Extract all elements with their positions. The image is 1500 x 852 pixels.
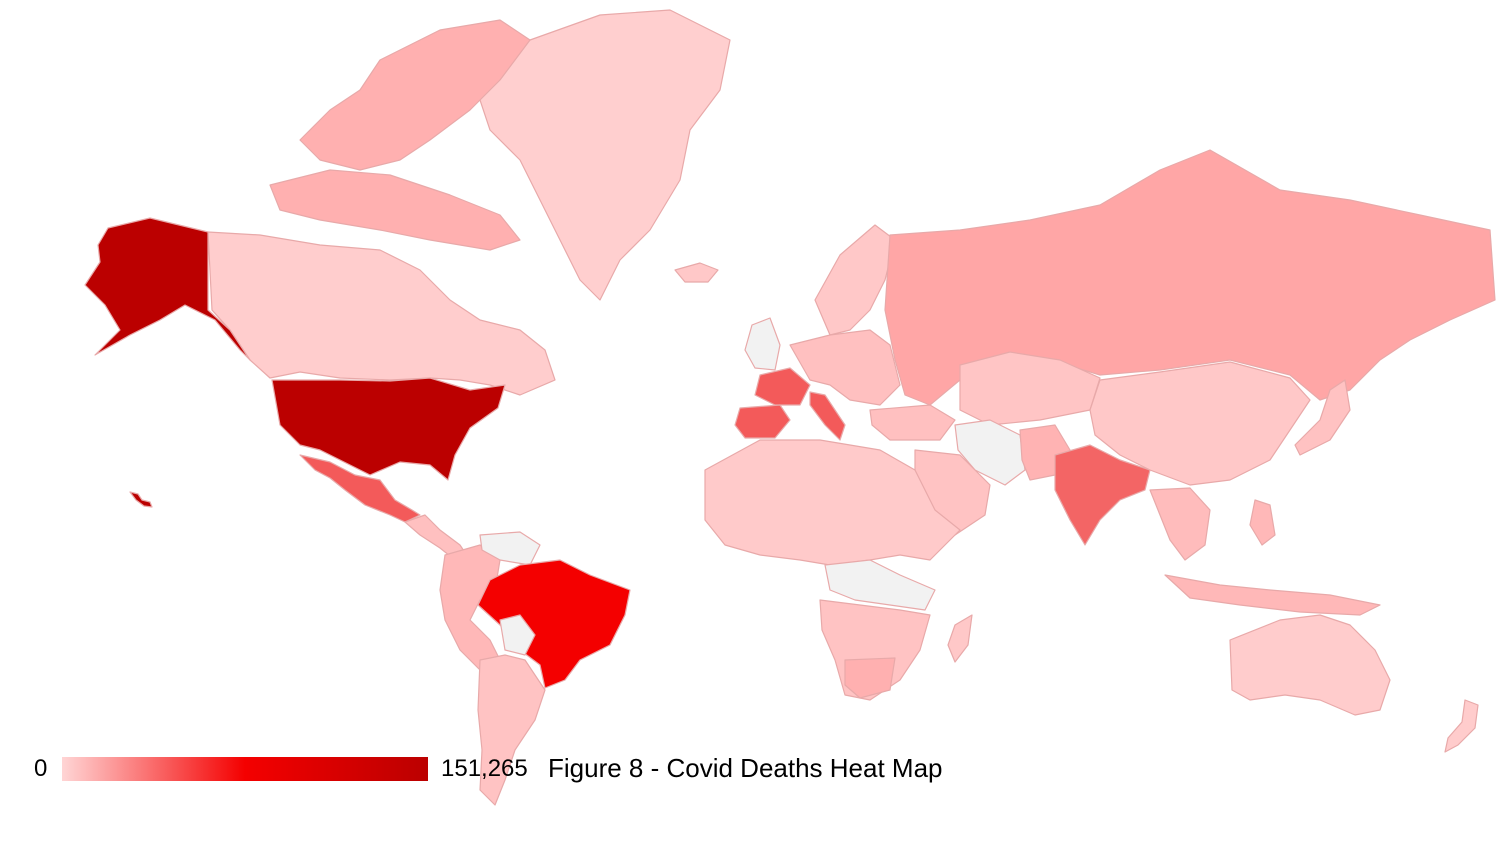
legend-max-label: 151,265 <box>441 755 528 782</box>
bolivia-region[interactable] <box>499 614 536 656</box>
southern-cone-region[interactable] <box>477 654 546 806</box>
philippines-region[interactable] <box>1249 499 1276 546</box>
turkey-region[interactable] <box>869 404 956 441</box>
north-africa-region[interactable] <box>704 439 961 566</box>
figure-caption: Figure 8 - Covid Deaths Heat Map <box>548 753 943 783</box>
central-africa-region[interactable] <box>824 559 936 611</box>
alaska-region[interactable] <box>84 217 251 361</box>
legend-gradient-bar <box>62 757 428 781</box>
spain-region[interactable] <box>734 404 791 439</box>
hawaii-region[interactable] <box>129 491 153 508</box>
australia-region[interactable] <box>1229 614 1391 716</box>
new-zealand-region[interactable] <box>1444 699 1479 753</box>
mexico-region[interactable] <box>299 454 421 523</box>
india-region[interactable] <box>1054 444 1151 546</box>
united-states-region[interactable] <box>271 377 506 481</box>
greenland-region[interactable] <box>479 9 731 301</box>
madagascar-region[interactable] <box>947 614 973 663</box>
canada-islands-region-2[interactable] <box>269 169 521 251</box>
europe-central-region[interactable] <box>789 329 901 406</box>
color-scale-legend: 0 151,265 Figure 8 - Covid Deaths Heat M… <box>0 745 1000 791</box>
south-africa-region[interactable] <box>844 657 896 699</box>
southeast-asia-region[interactable] <box>1149 487 1211 561</box>
canada-region[interactable] <box>207 231 556 396</box>
france-region[interactable] <box>754 367 811 406</box>
legend-min-label: 0 <box>34 755 48 782</box>
iran-region[interactable] <box>954 419 1026 486</box>
russia-region[interactable] <box>884 149 1496 406</box>
indonesia-region[interactable] <box>1164 574 1381 616</box>
italy-region[interactable] <box>809 391 846 441</box>
iceland-region[interactable] <box>674 262 719 283</box>
japan-region[interactable] <box>1294 379 1351 456</box>
china-region[interactable] <box>1089 361 1311 486</box>
scandinavia-region[interactable] <box>814 224 896 336</box>
uk-region[interactable] <box>744 317 781 371</box>
canada-islands-region[interactable] <box>299 19 531 171</box>
